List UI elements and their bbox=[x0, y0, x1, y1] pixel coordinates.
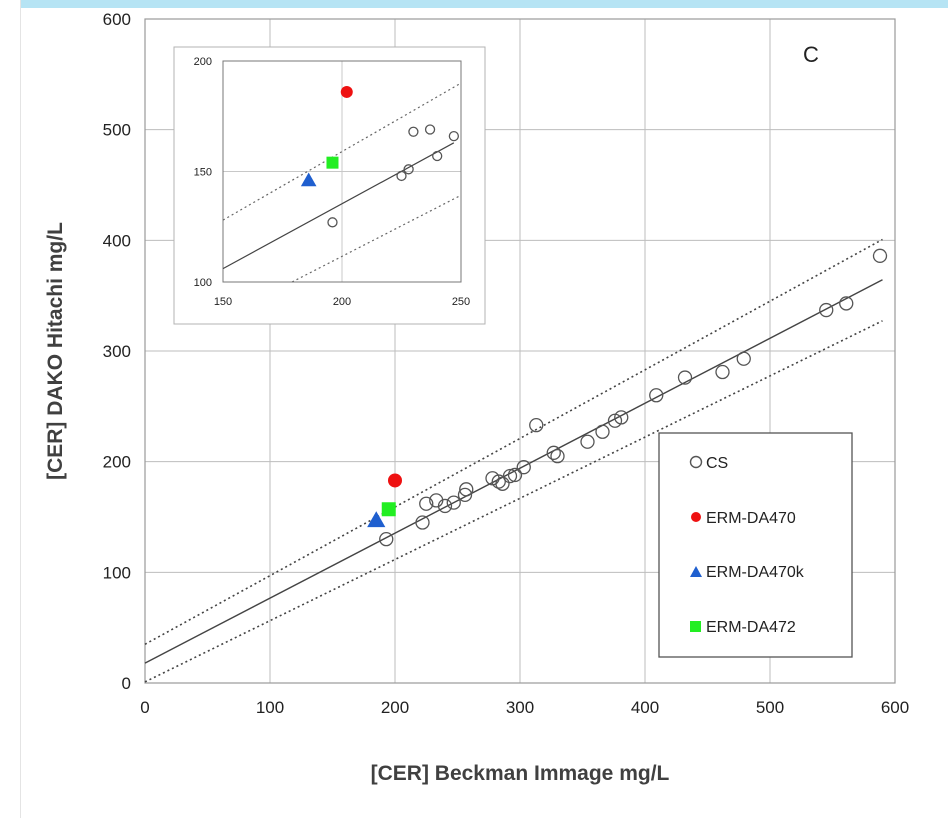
inset-points bbox=[300, 85, 460, 228]
legend-box bbox=[658, 432, 853, 658]
data-point-cs bbox=[415, 515, 430, 530]
inset-point-cs bbox=[432, 150, 443, 162]
inset-point-erm-da470 bbox=[340, 85, 353, 98]
y-tick-label: 300 bbox=[103, 342, 131, 361]
data-point-cs bbox=[495, 476, 510, 491]
data-point-cs bbox=[516, 460, 531, 475]
legend-da470-marker bbox=[691, 512, 701, 522]
legend-cs-marker bbox=[689, 455, 703, 469]
data-point-cs bbox=[872, 248, 888, 263]
x-tick-label: 600 bbox=[881, 698, 909, 717]
legend-da470k-label: ERM-DA470k bbox=[706, 564, 805, 581]
tick-labels: 0 100 200 300 400 500 600 0 100 200 300 400 500 600 bbox=[103, 10, 910, 717]
data-point-cs bbox=[715, 364, 730, 380]
inset-x-tick: 250 bbox=[452, 296, 470, 308]
data-point-cs bbox=[580, 434, 595, 449]
data-point-cs bbox=[677, 370, 693, 385]
data-point-cs bbox=[595, 424, 610, 439]
inset-y-tick: 200 bbox=[194, 56, 212, 68]
data-point-erm-da470k bbox=[367, 511, 386, 528]
data-point-erm-da472 bbox=[381, 502, 396, 517]
inset-y-tick: 150 bbox=[194, 167, 212, 179]
data-point-cs bbox=[437, 498, 453, 514]
data-point-cs bbox=[446, 495, 461, 510]
data-point-cs bbox=[649, 388, 664, 403]
inset-frame bbox=[222, 60, 462, 283]
legend-cs-label: CS bbox=[706, 455, 728, 472]
inset-point-cs bbox=[327, 217, 338, 228]
data-point-cs bbox=[819, 302, 834, 318]
x-tick-label: 400 bbox=[631, 698, 659, 717]
prediction-band-line bbox=[144, 320, 883, 683]
data-points bbox=[367, 248, 888, 547]
inset-point-cs bbox=[408, 126, 419, 137]
y-tick-label: 200 bbox=[103, 453, 131, 472]
data-point-cs bbox=[507, 467, 523, 483]
data-point-cs bbox=[502, 468, 518, 484]
inset-point-erm-da472 bbox=[326, 156, 339, 169]
panel-label: C bbox=[803, 42, 819, 67]
data-point-cs bbox=[550, 448, 565, 464]
inset-y-tick: 100 bbox=[194, 277, 212, 289]
legend-da470-label: ERM-DA470 bbox=[706, 510, 796, 527]
left-border bbox=[0, 0, 21, 818]
inset-point-erm-da470k bbox=[300, 172, 317, 187]
legend-da472-marker bbox=[690, 621, 701, 632]
data-point-cs bbox=[491, 474, 506, 489]
y-tick-label: 0 bbox=[122, 674, 131, 693]
inset-point-cs bbox=[448, 130, 460, 142]
data-point-cs bbox=[379, 531, 394, 547]
prediction-band-line bbox=[144, 238, 883, 645]
inset-regression-line bbox=[222, 142, 455, 270]
legend-da470k-marker bbox=[690, 566, 702, 577]
inset-lines bbox=[222, 82, 462, 283]
inset-point-cs bbox=[403, 164, 414, 175]
inset-x-tick: 150 bbox=[214, 296, 232, 308]
inset-point-cs bbox=[396, 170, 407, 182]
inset-background bbox=[173, 46, 486, 325]
data-point-cs bbox=[614, 410, 629, 425]
y-tick-label: 100 bbox=[103, 563, 131, 582]
data-point-cs bbox=[529, 417, 544, 433]
inset-point-cs bbox=[424, 124, 436, 135]
data-point-erm-da470 bbox=[388, 473, 402, 488]
legend-da472-label: ERM-DA472 bbox=[706, 619, 796, 636]
y-tick-label: 600 bbox=[103, 10, 131, 29]
x-tick-label: 500 bbox=[756, 698, 784, 717]
x-tick-label: 0 bbox=[140, 698, 149, 717]
inset-band-line bbox=[291, 194, 462, 283]
data-point-cs bbox=[736, 351, 751, 366]
data-point-cs bbox=[546, 445, 561, 460]
data-point-cs bbox=[457, 487, 473, 503]
top-border bbox=[0, 0, 948, 8]
legend: CS ERM-DA470 ERM-DA470k ERM-DA472 bbox=[658, 432, 853, 658]
x-tick-label: 300 bbox=[506, 698, 534, 717]
y-tick-label: 400 bbox=[103, 231, 131, 250]
y-tick-label: 500 bbox=[103, 121, 131, 140]
inset-band-line bbox=[222, 82, 462, 221]
data-point-cs bbox=[839, 296, 854, 311]
plot-frame bbox=[144, 18, 896, 684]
x-tick-label: 100 bbox=[256, 698, 284, 717]
y-axis-title: [CER] DAKO Hitachi mg/L bbox=[44, 222, 67, 480]
x-axis-title: [CER] Beckman Immage mg/L bbox=[371, 762, 670, 785]
data-point-cs bbox=[459, 482, 474, 497]
inset-x-tick: 200 bbox=[333, 296, 351, 308]
data-point-cs bbox=[419, 496, 434, 511]
x-tick-label: 200 bbox=[381, 698, 409, 717]
